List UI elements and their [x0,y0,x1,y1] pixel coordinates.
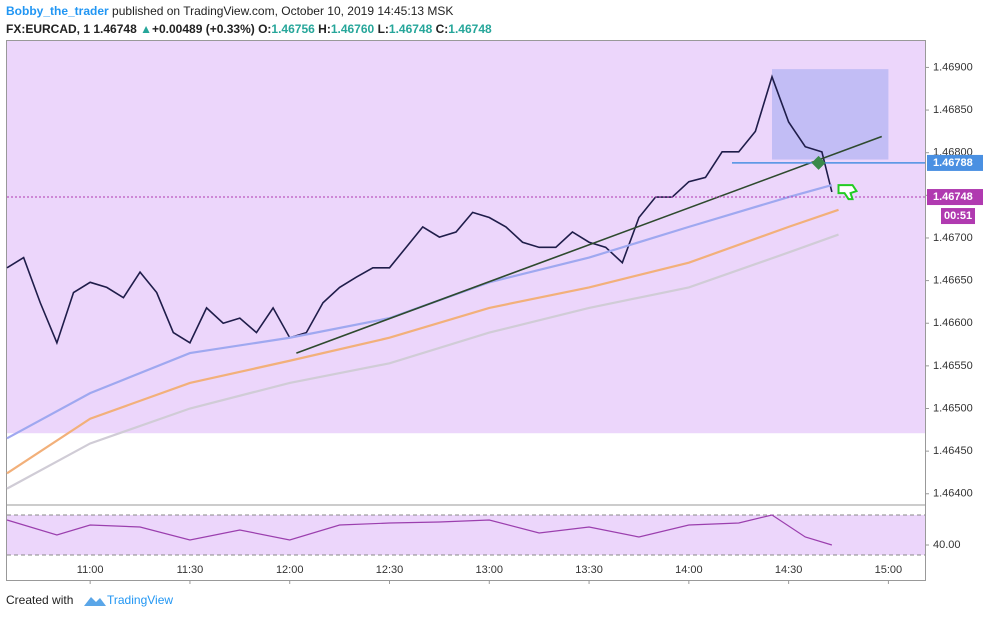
y-tick-label: 1.46900 [933,61,973,73]
rsi-zone [7,515,925,555]
x-tick-label: 12:30 [376,564,404,576]
x-tick-label: 14:00 [675,564,703,576]
y-tick-label: 1.46700 [933,232,973,244]
x-tick-label: 11:30 [177,564,204,576]
thumbs-down [837,184,859,201]
symbol: FX:EURCAD, 1 [6,22,90,36]
y-tick-label: 1.46850 [933,104,973,116]
y-tick-label: 1.46550 [933,360,973,372]
x-tick-label: 15:00 [875,564,903,576]
quote: FX:EURCAD, 1 1.46748 ▲+0.00489 (+0.33%) … [6,22,492,36]
x-tick-label: 14:30 [775,564,803,576]
created: Created with [6,593,73,607]
x-tick-label: 13:00 [476,564,504,576]
c-label: C: [436,22,449,36]
y-tick-label: 1.46600 [933,317,973,329]
y-tick-label: 1.46400 [933,488,973,500]
price-label: 1.46788 [933,157,973,169]
brand: TradingView [107,593,173,607]
box [772,69,889,160]
c: 1.46748 [448,22,492,36]
countdown: 00:51 [944,210,972,222]
y-tick-label: 1.46500 [933,402,973,414]
o-label: O: [258,22,271,36]
frame [6,40,926,581]
arrow: ▲ [140,22,152,36]
series-line [6,233,839,490]
last: 1.46748 [93,22,137,36]
logo [84,597,106,606]
rsi-tick-label: 40.00 [933,539,961,551]
l: 1.46748 [389,22,433,36]
price-label-bg [927,154,983,171]
y-tick-label: 1.46650 [933,275,973,287]
countdown-bg [941,208,975,225]
x-tick-label: 12:00 [276,564,304,576]
h-label: H: [318,22,331,36]
trendline [296,135,883,354]
x-tick-label: 13:30 [575,564,603,576]
series-line [6,514,833,546]
published: published on TradingView.com, October 10… [112,4,453,18]
o: 1.46756 [271,22,315,36]
l-label: L: [378,22,389,36]
author: Bobby_the_trader [6,4,109,18]
diamond-marker [811,155,826,170]
price-label: 1.46748 [933,191,973,203]
x-tick-label: 11:00 [77,564,104,576]
series-line [6,208,839,475]
header: Bobby_the_trader published on TradingVie… [6,4,453,18]
h: 1.46760 [331,22,375,36]
series-line [6,74,833,346]
y-tick-label: 1.46450 [933,445,973,457]
price-label-bg [927,189,983,206]
change: +0.00489 (+0.33%) [152,22,255,36]
